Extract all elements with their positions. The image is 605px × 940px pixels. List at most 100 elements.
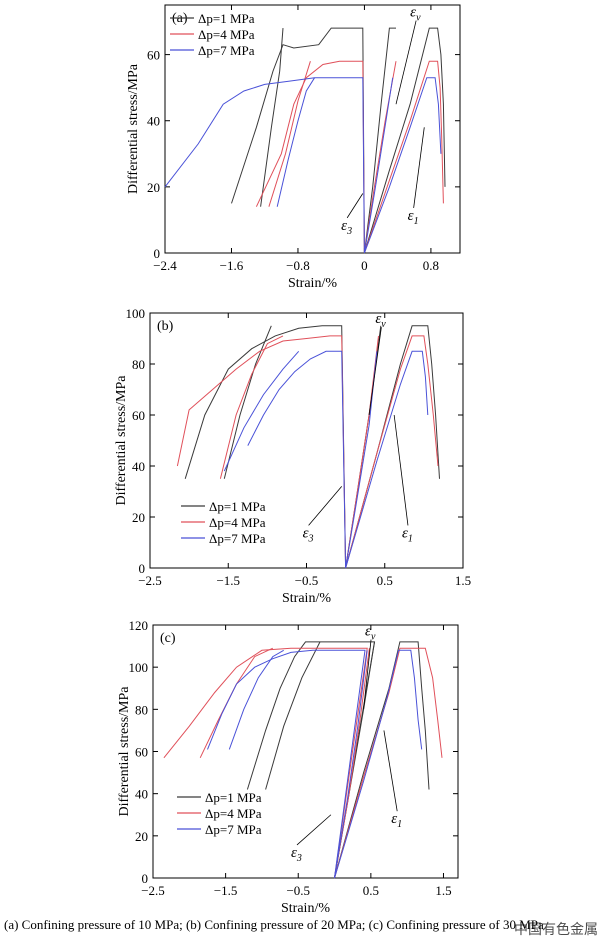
x-tick-label: −1.5 — [214, 883, 238, 898]
y-axis-label: Differential stress/MPa — [117, 686, 132, 817]
legend-label: Δp=7 MPa — [205, 822, 262, 837]
y-tick-label: 40 — [135, 787, 148, 802]
annotation-v: εv — [375, 311, 386, 330]
series-line-dp1 — [223, 325, 272, 479]
y-tick-label: 20 — [147, 180, 160, 195]
annotation-1: ε1 — [408, 208, 419, 227]
series-line-dp4 — [268, 61, 311, 207]
series-line-dp7 — [247, 350, 347, 569]
legend-label: Δp=1 MPa — [209, 499, 266, 514]
annotation-leader — [363, 639, 372, 710]
x-tick-label: 0.5 — [363, 883, 379, 898]
series-line-dp1 — [363, 27, 446, 254]
y-tick-label: 60 — [132, 408, 145, 423]
chart-panel: −2.5 −1.5 −0.5 0.5 1.5 0 20 40 60 80 100 120 Strain/… — [117, 618, 459, 916]
series-line-dp7 — [363, 77, 442, 254]
x-tick-label: −0.5 — [295, 573, 319, 588]
series-line-dp1 — [265, 641, 321, 790]
series-line-dp4 — [255, 60, 365, 254]
x-tick-label: −0.8 — [286, 258, 310, 273]
annotation-3: ε3 — [341, 218, 352, 237]
series-line-dp1 — [246, 641, 376, 879]
series-line-dp1 — [345, 325, 440, 569]
panel-label: (c) — [160, 631, 176, 646]
annotation-leader — [413, 127, 425, 208]
series-line-dp7 — [223, 350, 300, 472]
y-tick-label: 40 — [132, 459, 145, 474]
y-tick-label: 20 — [132, 510, 145, 525]
panel-label: (b) — [157, 319, 174, 334]
plot-frame — [164, 4, 461, 254]
y-tick-label: 0 — [154, 246, 161, 261]
y-tick-label: 60 — [135, 745, 148, 760]
series-line-dp7 — [363, 77, 394, 254]
legend-label: Δp=4 MPa — [209, 515, 266, 530]
legend-label: Δp=1 MPa — [205, 790, 262, 805]
y-axis-label: Differential stress/MPa — [126, 63, 141, 194]
y-tick-label: 60 — [147, 48, 160, 63]
y-tick-label: 40 — [147, 114, 160, 129]
series-line-dp4 — [345, 335, 439, 569]
y-axis-label: Differential stress/MPa — [114, 375, 129, 506]
legend-label: Δp=7 MPa — [198, 43, 255, 58]
y-tick-label: 0 — [142, 871, 149, 886]
watermark: 中国有色金属 — [514, 921, 598, 938]
series-line-dp7 — [334, 649, 423, 879]
series-line-dp1 — [363, 27, 396, 254]
x-tick-label: 1.5 — [435, 883, 451, 898]
y-tick-label: 100 — [126, 306, 146, 321]
y-tick-label: 120 — [129, 618, 149, 633]
chart-panel: −2.5 −1.5 −0.5 0.5 1.5 0 20 40 60 80 100 Strain/% Di… — [114, 306, 471, 606]
annotation-v: εv — [365, 624, 376, 643]
x-tick-label: −0.5 — [286, 883, 310, 898]
annotation-1: ε1 — [402, 525, 413, 544]
legend-label: Δp=4 MPa — [205, 806, 262, 821]
annotation-leader — [368, 327, 382, 416]
annotation-leader — [393, 414, 409, 526]
chart-panel: −2.4 −1.6 −0.8 0 0.8 0 20 40 60 Strain/% Different… — [126, 4, 461, 291]
y-tick-label: 20 — [135, 829, 148, 844]
x-axis-label: Strain/% — [288, 276, 337, 291]
series-line-dp1 — [260, 28, 284, 207]
x-tick-label: 1.5 — [455, 573, 471, 588]
x-tick-label: −2.4 — [153, 258, 177, 273]
series-line-dp7 — [164, 77, 365, 254]
series-line-dp4 — [176, 335, 347, 569]
x-tick-label: −1.6 — [220, 258, 244, 273]
annotation-3: ε3 — [303, 525, 314, 544]
series-line-dp4 — [345, 335, 379, 569]
series-line-dp7 — [345, 350, 429, 569]
annotation-v: εv — [410, 5, 421, 24]
y-tick-label: 100 — [129, 660, 149, 675]
annotation-3: ε3 — [291, 845, 302, 864]
annotation-leader — [346, 193, 364, 219]
x-tick-label: −2.5 — [138, 573, 162, 588]
x-tick-label: 0.8 — [423, 258, 439, 273]
legend-label: Δp=4 MPa — [198, 27, 255, 42]
x-axis-label: Strain/% — [281, 901, 330, 916]
series-line-dp4 — [219, 335, 284, 479]
legend-label: Δp=1 MPa — [198, 11, 255, 26]
x-tick-label: −1.5 — [216, 573, 240, 588]
y-tick-label: 0 — [139, 561, 146, 576]
legend-label: Δp=7 MPa — [209, 531, 266, 546]
y-tick-label: 80 — [132, 357, 145, 372]
series-line-dp7 — [228, 649, 284, 750]
series-line-dp1 — [334, 641, 430, 879]
series-line-dp4 — [334, 647, 443, 879]
x-tick-label: 0 — [361, 258, 368, 273]
series-line-dp7 — [276, 77, 316, 207]
x-tick-label: −2.5 — [141, 883, 165, 898]
annotation-leader — [296, 814, 332, 846]
y-tick-label: 80 — [135, 702, 148, 717]
series-line-dp1 — [184, 325, 347, 569]
annotation-leader — [308, 486, 343, 526]
figure-caption: (a) Confining pressure of 10 MPa; (b) Co… — [4, 917, 544, 932]
series-line-dp7 — [334, 650, 368, 879]
annotation-leader — [383, 730, 398, 812]
series-line-dp4 — [163, 647, 368, 879]
x-tick-label: 0.5 — [377, 573, 393, 588]
annotation-leader — [395, 20, 417, 105]
annotation-1: ε1 — [391, 811, 402, 830]
